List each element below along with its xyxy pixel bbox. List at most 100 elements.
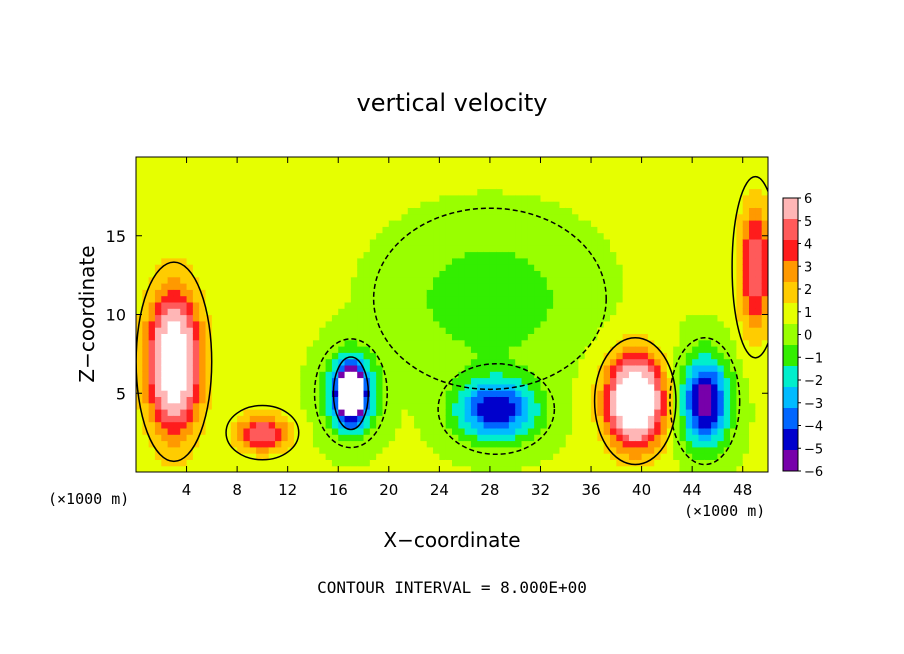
heatmap-cell xyxy=(477,396,485,404)
heatmap-cell xyxy=(312,276,320,284)
heatmap-cell xyxy=(262,289,270,297)
heatmap-cell xyxy=(376,327,384,334)
heatmap-cell xyxy=(369,459,377,467)
heatmap-cell xyxy=(502,446,510,454)
heatmap-cell xyxy=(173,333,181,341)
heatmap-cell xyxy=(635,371,643,379)
heatmap-cell xyxy=(597,238,605,246)
heatmap-cell xyxy=(256,327,263,334)
heatmap-cell xyxy=(553,276,561,284)
heatmap-cell xyxy=(148,396,156,404)
heatmap-cell xyxy=(647,188,655,196)
heatmap-cell xyxy=(515,238,523,246)
heatmap-cell xyxy=(331,396,339,404)
heatmap-cell xyxy=(534,314,542,322)
heatmap-cell xyxy=(553,169,561,177)
heatmap-cell xyxy=(294,175,301,183)
heatmap-cell xyxy=(647,194,655,202)
heatmap-cell xyxy=(211,163,219,171)
heatmap-cell xyxy=(622,427,630,435)
heatmap-cell xyxy=(647,213,655,221)
heatmap-cell xyxy=(553,207,561,215)
heatmap-cell xyxy=(205,371,213,379)
heatmap-cell xyxy=(186,264,194,271)
heatmap-cell xyxy=(312,415,320,423)
heatmap-cell xyxy=(180,352,188,360)
heatmap-cell xyxy=(761,465,768,472)
heatmap-cell xyxy=(584,434,592,442)
heatmap-cell xyxy=(312,383,320,391)
heatmap-cell xyxy=(616,320,624,328)
heatmap-cell xyxy=(717,207,725,215)
heatmap-cell xyxy=(426,453,434,460)
heatmap-cell xyxy=(281,301,289,309)
heatmap-cell xyxy=(679,220,687,227)
heatmap-cell xyxy=(338,308,346,316)
heatmap-cell xyxy=(704,182,712,190)
heatmap-cell xyxy=(287,409,295,416)
heatmap-cell xyxy=(578,446,586,454)
heatmap-cell xyxy=(553,390,561,397)
heatmap-cell xyxy=(426,377,434,385)
heatmap-cell xyxy=(647,346,655,353)
heatmap-cell xyxy=(572,226,579,234)
heatmap-cell xyxy=(610,194,617,202)
heatmap-cell xyxy=(489,371,497,379)
heatmap-cell xyxy=(622,264,630,271)
heatmap-cell xyxy=(256,226,263,234)
heatmap-cell xyxy=(553,264,561,271)
heatmap-cell xyxy=(685,402,693,410)
heatmap-cell xyxy=(704,440,712,448)
heatmap-cell xyxy=(344,264,352,271)
heatmap-cell xyxy=(237,377,245,385)
heatmap-cell xyxy=(186,301,194,309)
heatmap-cell xyxy=(673,276,681,284)
heatmap-cell xyxy=(148,182,156,190)
heatmap-cell xyxy=(148,207,156,215)
heatmap-cell xyxy=(559,163,567,171)
heatmap-cell xyxy=(755,169,763,177)
heatmap-cell xyxy=(382,194,390,202)
heatmap-cell xyxy=(610,283,617,290)
heatmap-cell xyxy=(249,157,257,164)
heatmap-cell xyxy=(527,396,535,404)
heatmap-cell xyxy=(489,352,497,360)
heatmap-cell xyxy=(256,201,263,208)
heatmap-cell xyxy=(458,163,466,171)
heatmap-cell xyxy=(452,333,459,341)
heatmap-cell xyxy=(357,238,365,246)
heatmap-cell xyxy=(755,459,763,467)
heatmap-cell xyxy=(502,352,510,360)
heatmap-cell xyxy=(496,352,504,360)
heatmap-cell xyxy=(407,213,415,221)
heatmap-cell xyxy=(679,213,687,221)
heatmap-cell xyxy=(452,295,459,303)
heatmap-cell xyxy=(167,409,175,416)
heatmap-cell xyxy=(426,207,434,215)
heatmap-cell xyxy=(452,270,459,278)
heatmap-cell xyxy=(685,465,693,472)
heatmap-cell xyxy=(445,289,453,297)
heatmap-cell xyxy=(654,465,662,472)
heatmap-cell xyxy=(275,427,282,435)
heatmap-cell xyxy=(546,358,554,366)
heatmap-cell xyxy=(470,175,478,183)
heatmap-cell xyxy=(161,320,169,328)
heatmap-cell xyxy=(439,383,447,391)
heatmap-cell xyxy=(426,220,434,227)
heatmap-cell xyxy=(331,402,339,410)
heatmap-cell xyxy=(294,295,301,303)
heatmap-cell xyxy=(294,207,301,215)
heatmap-cell xyxy=(407,409,415,416)
heatmap-cell xyxy=(300,301,308,309)
heatmap-cell xyxy=(666,213,674,221)
heatmap-cell xyxy=(186,427,194,435)
heatmap-cell xyxy=(256,364,263,372)
heatmap-cell xyxy=(711,383,719,391)
heatmap-cell xyxy=(401,175,409,183)
heatmap-cell xyxy=(142,352,150,360)
heatmap-cell xyxy=(325,238,333,246)
heatmap-cell xyxy=(262,188,270,196)
heatmap-cell xyxy=(407,276,415,284)
heatmap-cell xyxy=(666,201,674,208)
